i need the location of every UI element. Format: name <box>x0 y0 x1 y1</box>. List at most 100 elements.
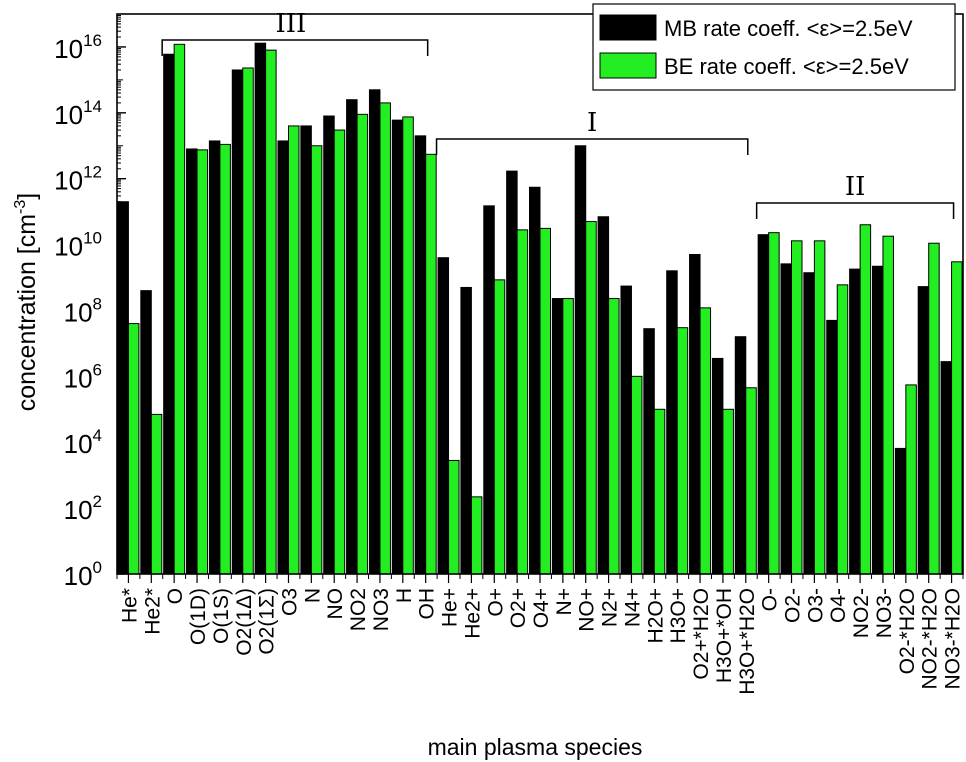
bar-be <box>402 116 414 575</box>
x-tick-label: O2- <box>782 588 805 623</box>
bar-mb <box>437 257 450 575</box>
bar-be <box>676 327 689 575</box>
bar-mb <box>140 290 152 575</box>
y-tick-label: 1016 <box>54 31 102 64</box>
legend-swatch-mb <box>599 14 657 41</box>
x-tick-label: N <box>301 588 324 603</box>
bar-mb <box>574 145 587 575</box>
bar-mb <box>551 298 564 575</box>
y-tick-base: 10 <box>54 100 83 130</box>
bar-be <box>219 143 231 575</box>
bar-mb <box>163 53 175 575</box>
x-axis-label: main plasma species <box>428 734 643 760</box>
x-tick-label: NO <box>324 588 347 620</box>
bar-mb <box>368 89 381 575</box>
y-tick-base: 10 <box>54 232 83 262</box>
y-axis-label-tail: ] <box>13 193 41 200</box>
bar-be <box>539 227 551 575</box>
bar-be <box>585 221 597 575</box>
bar-mb <box>734 336 747 575</box>
x-tick-label: H3O+*OH <box>713 588 736 683</box>
y-tick-base: 10 <box>64 297 93 327</box>
y-tick-base: 10 <box>64 495 93 525</box>
bar-be <box>608 298 620 575</box>
bar-mb <box>849 268 861 575</box>
y-tick-exponent: 12 <box>83 163 102 182</box>
x-tick-label: O(1S) <box>210 588 233 644</box>
bar-mb <box>803 272 815 575</box>
y-tick-base: 10 <box>54 34 83 64</box>
bracket-label: II <box>845 172 866 202</box>
bar-be <box>333 129 346 575</box>
bar-mb <box>666 270 678 575</box>
bar-mb <box>231 69 244 575</box>
bar-be <box>150 413 163 575</box>
x-tick-label: NO2 <box>347 588 370 631</box>
bar-be <box>768 232 780 575</box>
x-tick-label: He2* <box>141 588 164 635</box>
x-tick-label: O2+ <box>507 588 530 628</box>
x-tick-label: H3O+ <box>667 588 690 643</box>
x-tick-label: O3- <box>804 588 827 623</box>
y-tick-exponent: 16 <box>83 31 102 50</box>
bar-be <box>265 49 277 575</box>
bar-mb <box>483 205 495 575</box>
bar-mb <box>917 286 930 575</box>
y-tick-exponent: 14 <box>83 97 102 116</box>
x-tick-label: NO3-*H2O <box>942 588 965 690</box>
y-tick-exponent: 2 <box>93 492 102 511</box>
bar-mb <box>460 286 472 575</box>
bar-be <box>928 242 940 575</box>
x-tick-label: O2-*H2O <box>896 588 919 674</box>
bar-be <box>813 240 826 575</box>
bar-be <box>470 496 483 575</box>
y-tick-label: 102 <box>64 492 102 525</box>
bar-mb <box>529 186 541 575</box>
y-tick-exponent: 10 <box>83 229 102 248</box>
bar-mb <box>323 115 335 575</box>
bar-be <box>310 145 323 575</box>
y-tick-base: 10 <box>64 429 93 459</box>
y-tick-label: 108 <box>64 294 102 327</box>
bar-be <box>905 384 917 575</box>
bar-mb <box>391 119 404 575</box>
x-tick-label: NO3 <box>370 588 393 631</box>
bar-mb <box>689 254 701 575</box>
bar-be <box>699 307 712 575</box>
x-tick-label: O2+*H2O <box>690 588 713 680</box>
x-tick-label: OH <box>416 588 439 620</box>
x-tick-label: O2(1Σ) <box>256 588 279 655</box>
x-tick-label: N4+ <box>621 588 644 627</box>
x-tick-label: He+ <box>439 588 462 627</box>
bar-mb <box>254 42 267 575</box>
bar-mb <box>620 285 632 575</box>
legend-label-mb: MB rate coeff. <ε>=2.5eV <box>664 16 913 41</box>
bar-be <box>653 408 666 575</box>
bar-be <box>951 261 963 575</box>
bar-be <box>242 67 254 575</box>
legend-label-be: BE rate coeff. <ε>=2.5eV <box>664 54 909 79</box>
bar-mb <box>871 265 884 575</box>
bar-mb <box>826 319 838 575</box>
x-tick-label: N+ <box>553 588 576 615</box>
bar-be <box>493 279 506 575</box>
bar-be <box>448 459 460 575</box>
y-tick-label: 100 <box>64 558 102 591</box>
bracket-label: III <box>276 9 307 39</box>
bar-mb <box>414 135 427 575</box>
bar-mb <box>940 361 953 575</box>
bar-be <box>630 375 643 575</box>
bar-mb <box>597 216 610 575</box>
bar-mb <box>300 125 312 575</box>
bar-be <box>173 43 186 575</box>
y-tick-base: 10 <box>54 166 83 196</box>
x-tick-label: O(1D) <box>187 588 210 645</box>
x-tick-label: N2+ <box>599 588 622 627</box>
x-tick-label: O- <box>759 588 782 611</box>
x-tick-label: NO3- <box>873 588 896 638</box>
bar-be <box>356 113 369 575</box>
x-tick-label: H3O+*H2O <box>736 588 759 695</box>
bar-mb <box>346 99 358 575</box>
